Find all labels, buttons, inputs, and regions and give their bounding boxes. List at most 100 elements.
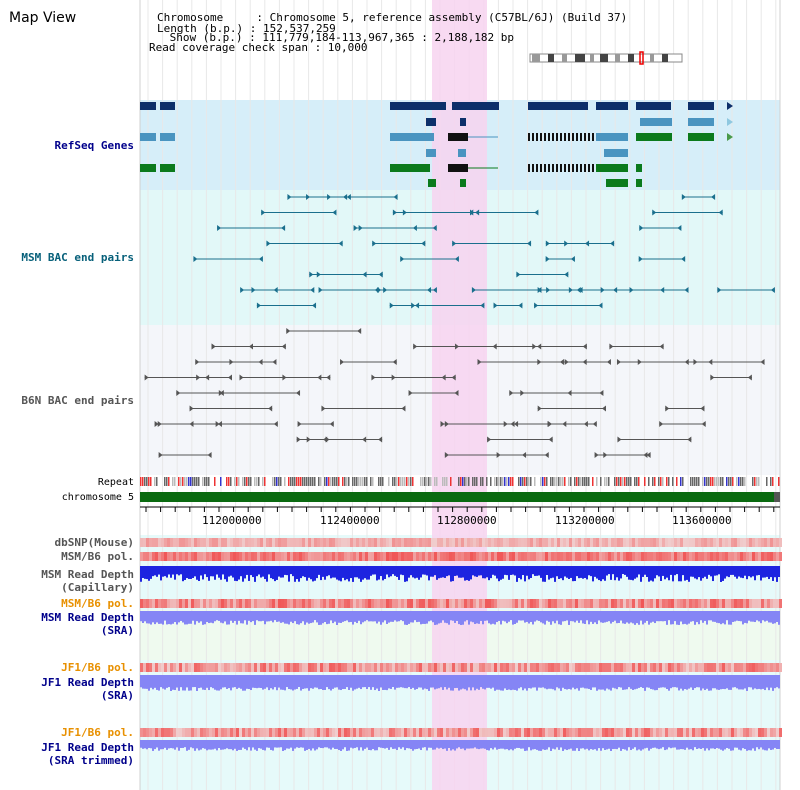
msm-b6-pol-sra-cell [668,599,671,608]
msm-depth-cap-bar [184,566,186,580]
msm-b6-pol-cell [305,552,308,561]
msm-depth-cap-bar [694,566,696,579]
msm-depth-cap-bar [600,566,602,582]
msm-b6-pol-sra-cell [338,599,341,608]
msm-bac-pair-end [681,194,686,200]
jf1-depth-sra-bar [624,675,626,690]
msm-bac-pair-end [578,287,583,293]
track-label-repeat[interactable]: Repeat [97,477,134,488]
jf1-b6-pol-trim-cell [218,728,221,737]
msm-b6-pol-sra-cell [710,599,713,608]
jf1-depth-trim-bar [652,740,654,748]
jf1-depth-sra-bar [462,675,464,689]
jf1-depth-sra-bar [336,675,338,688]
msm-b6-pol-sra-cell [434,599,437,608]
msm-b6-pol-sra-cell [671,599,674,608]
msm-depth-cap-bar [536,566,538,576]
jf1-depth-trim-bar [492,740,494,750]
msm-depth-cap-bar [278,566,280,577]
msm-b6-pol-sra-cell [155,599,158,608]
msm-b6-pol-sra-cell [677,599,680,608]
msm-depth-cap-bar [508,566,510,580]
dbsnp-cell [194,538,197,547]
track-label-msm-b6-pol[interactable]: MSM/B6 pol. [61,550,134,563]
track-label-msm-bac[interactable]: MSM BAC end pairs [21,251,134,264]
msm-depth-cap-bar [238,566,240,580]
dbsnp-cell [581,538,584,547]
track-label-msm-depth-cap[interactable]: MSM Read Depth [41,568,134,581]
jf1-b6-pol-trim-cell [533,728,536,737]
jf1-depth-trim-bar [426,740,428,751]
msm-bac-pair-end [287,194,292,200]
msm-b6-pol-sra-cell [158,599,161,608]
jf1-depth-trim-bar [672,740,674,748]
msm-depth-cap-bar [518,566,520,578]
msm-depth-sra-bar [472,611,474,623]
msm-b6-pol-sra-cell [590,599,593,608]
jf1-depth-sra-bar [540,675,542,688]
jf1-depth-sra-bar [670,675,672,689]
msm-depth-cap-bar [538,566,540,576]
track-label-msm-depth-sra[interactable]: MSM Read Depth [41,611,134,624]
jf1-b6-pol-cell [617,663,620,672]
track-label-chromosome[interactable]: chromosome 5 [61,492,134,503]
track-label-dbsnp[interactable]: dbSNP(Mouse) [54,536,134,549]
track-label-jf1-depth-trim[interactable]: JF1 Read Depth [41,741,134,754]
jf1-depth-trim-bar [202,740,204,749]
msm-b6-pol-sra-cell [650,599,653,608]
msm-b6-pol-cell [146,552,149,561]
track-label-msm-b6-pol-sra[interactable]: MSM/B6 pol. [61,597,134,610]
msm-b6-pol-sra-cell [437,599,440,608]
jf1-b6-pol-cell [140,663,143,672]
msm-bac-pair-end [309,271,314,278]
track-label-refseq[interactable]: RefSeq Genes [54,139,134,152]
repeat-feature [660,477,662,486]
track-label-jf1-b6-pol[interactable]: JF1/B6 pol. [61,661,134,674]
msm-depth-sra-bar [244,611,246,621]
jf1-b6-pol-cell [557,663,560,672]
repeat-feature [676,477,678,486]
msm-depth-cap-bar [452,566,454,582]
ideogram-band [662,54,668,62]
jf1-depth-trim-bar [226,740,228,749]
jf1-b6-pol-trim-cell [434,728,437,737]
b6n-bac-pair-end [329,421,334,427]
b6n-bac-pair-end [296,390,301,396]
track-label-jf1-depth[interactable]: JF1 Read Depth [41,676,134,689]
msm-b6-pol-sra-cell [431,599,434,608]
msm-depth-sra-bar [216,611,218,621]
msm-bac-pair-end [570,256,575,262]
msm-bac-pair-end [585,240,590,247]
msm-depth-sra-bar [736,611,738,621]
msm-b6-pol-sra-cell [329,599,332,608]
msm-depth-cap-bar [510,566,512,575]
msm-b6-pol-cell [749,552,752,561]
dbsnp-cell [452,538,455,547]
dbsnp-cell [665,538,668,547]
msm-b6-pol-cell [260,552,263,561]
msm-depth-sra-bar [672,611,674,625]
b6n-bac-pair-end [492,343,497,350]
ruler-tick-label: 113600000 [672,514,732,527]
jf1-depth-trim-bar [236,740,238,751]
jf1-b6-pol-trim-cell [326,728,329,737]
jf1-depth-trim-bar [684,740,686,750]
msm-depth-cap-bar [474,566,476,577]
msm-depth-cap-bar [164,566,166,577]
repeat-feature [474,477,476,486]
msm-depth-sra-bar [228,611,230,625]
repeat-feature [204,477,206,486]
msm-depth-sra-bar [568,611,570,625]
msm-depth-cap-bar [204,566,206,575]
msm-depth-cap-bar [550,566,552,579]
track-label-jf1-b6-pol-trim[interactable]: JF1/B6 pol. [61,726,134,739]
jf1-b6-pol-cell [233,663,236,672]
dbsnp-cell [209,538,212,547]
msm-depth-cap-bar [234,566,236,581]
jf1-depth-sra-bar [526,675,528,691]
dbsnp-cell [467,538,470,547]
msm-depth-sra-bar [654,611,656,624]
jf1-depth-sra-bar [766,675,768,688]
dbsnp-cell [494,538,497,547]
track-label-b6n-bac[interactable]: B6N BAC end pairs [21,394,134,407]
